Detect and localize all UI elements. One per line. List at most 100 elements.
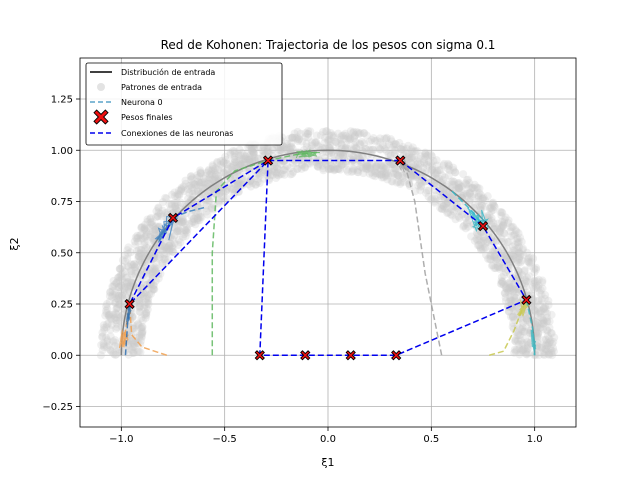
input-pattern-point <box>174 241 183 250</box>
input-pattern-point <box>449 207 458 216</box>
input-pattern-point <box>537 343 546 352</box>
input-pattern-point <box>476 195 485 204</box>
input-pattern-point <box>112 313 121 322</box>
input-pattern-point <box>113 294 122 303</box>
input-pattern-point <box>127 345 136 354</box>
input-pattern-point <box>275 146 284 155</box>
input-pattern-point <box>492 255 501 264</box>
input-pattern-point <box>181 232 190 241</box>
input-pattern-point <box>386 169 395 178</box>
input-pattern-point <box>471 200 480 209</box>
input-pattern-point <box>325 165 334 174</box>
input-pattern-point <box>378 162 387 171</box>
input-pattern-point <box>112 319 121 328</box>
input-pattern-point <box>446 210 455 219</box>
input-pattern-point <box>450 177 459 186</box>
input-pattern-point <box>461 224 470 233</box>
input-pattern-point <box>365 145 374 154</box>
input-pattern-point <box>468 183 477 192</box>
input-pattern-point <box>186 196 195 205</box>
input-pattern-point <box>404 152 413 161</box>
input-pattern-point <box>196 209 205 218</box>
input-pattern-point <box>417 178 426 187</box>
input-pattern-point <box>312 138 321 147</box>
input-pattern-point <box>260 174 269 183</box>
input-pattern-point <box>303 159 312 168</box>
input-pattern-point <box>253 154 262 163</box>
input-pattern-point <box>501 289 510 298</box>
input-pattern-point <box>325 131 334 140</box>
input-pattern-point <box>477 238 486 247</box>
input-pattern-point <box>404 176 413 185</box>
input-pattern-point <box>475 184 484 193</box>
input-pattern-point <box>508 322 517 331</box>
input-pattern-point <box>481 239 490 248</box>
input-pattern-point <box>383 175 392 184</box>
input-pattern-point <box>251 172 260 181</box>
input-pattern-point <box>534 281 543 290</box>
trajectory-jitter-3 <box>530 329 537 356</box>
input-pattern-point <box>498 208 507 217</box>
x-tick-label: 1.0 <box>527 434 543 445</box>
input-pattern-point <box>521 349 530 358</box>
input-pattern-point <box>193 186 202 195</box>
input-pattern-point <box>407 152 416 161</box>
input-pattern-point <box>147 220 156 229</box>
input-pattern-point <box>431 186 440 195</box>
input-pattern-point <box>346 134 355 143</box>
input-pattern-point <box>444 161 453 170</box>
input-pattern-point <box>118 256 127 265</box>
input-pattern-point <box>99 339 108 348</box>
input-pattern-point <box>332 159 341 168</box>
input-pattern-point <box>194 214 203 223</box>
input-pattern-point <box>535 343 544 352</box>
input-pattern-point <box>136 348 145 357</box>
input-pattern-point <box>263 146 272 155</box>
input-pattern-point <box>518 327 527 336</box>
input-pattern-point <box>137 324 146 333</box>
input-pattern-point <box>121 257 130 266</box>
input-pattern-point <box>276 143 285 152</box>
input-pattern-point <box>476 244 485 253</box>
input-pattern-point <box>108 348 117 357</box>
input-pattern-point <box>511 284 520 293</box>
input-pattern-point <box>454 184 463 193</box>
input-pattern-point <box>532 331 541 340</box>
input-pattern-point <box>108 290 117 299</box>
input-pattern-point <box>374 143 383 152</box>
input-pattern-point <box>142 294 151 303</box>
input-pattern-point <box>533 331 542 340</box>
input-pattern-point <box>154 222 163 231</box>
input-pattern-point <box>508 313 517 322</box>
input-pattern-point <box>96 351 105 360</box>
input-pattern-point <box>481 202 490 211</box>
input-pattern-point <box>120 291 129 300</box>
input-pattern-point <box>497 223 506 232</box>
input-pattern-point <box>402 152 411 161</box>
input-pattern-point <box>359 164 368 173</box>
input-pattern-point <box>101 311 110 320</box>
input-pattern-point <box>154 208 163 217</box>
input-pattern-point <box>481 243 490 252</box>
input-pattern-point <box>509 319 518 328</box>
input-pattern-point <box>451 215 460 224</box>
input-pattern-point <box>443 209 452 218</box>
input-pattern-point <box>426 158 435 167</box>
input-pattern-point <box>503 285 512 294</box>
input-pattern-point <box>524 341 533 350</box>
input-pattern-point <box>365 169 374 178</box>
input-pattern-point <box>204 196 213 205</box>
input-pattern-point <box>243 149 252 158</box>
input-pattern-point <box>234 161 243 170</box>
input-pattern-point <box>115 316 124 325</box>
input-pattern-point <box>202 201 211 210</box>
input-pattern-point <box>120 267 129 276</box>
input-pattern-point <box>145 280 154 289</box>
input-pattern-point <box>175 191 184 200</box>
input-pattern-point <box>530 279 539 288</box>
input-patterns <box>96 127 559 360</box>
input-pattern-point <box>187 175 196 184</box>
input-pattern-point <box>538 278 547 287</box>
input-pattern-point <box>288 133 297 142</box>
